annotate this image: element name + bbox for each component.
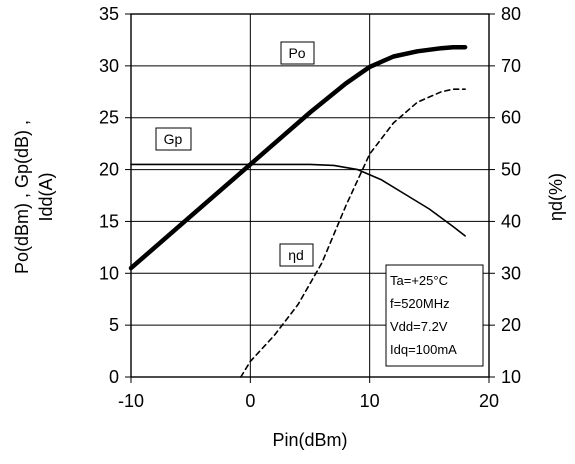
series-eta-line (240, 88, 466, 378)
conditions-box-frame (385, 264, 484, 367)
y-right-tick-label: 20 (501, 315, 521, 335)
x-tick-label: 20 (479, 391, 499, 411)
x-tick-label: 0 (245, 391, 255, 411)
y-left-tick-label: 15 (99, 211, 119, 231)
condition-frequency: f=520MHz (390, 296, 450, 311)
condition-vdd: Vdd=7.2V (390, 319, 448, 334)
y-right-tick-label: 40 (501, 211, 521, 231)
y-left-tick-label: 5 (109, 315, 119, 335)
left-axis-title-line2: Idd(A) (36, 172, 56, 221)
x-tick-label: -10 (118, 391, 144, 411)
y-left-tick-label: 30 (99, 56, 119, 76)
y-left-tick-label: 25 (99, 108, 119, 128)
po-label-text: Po (288, 45, 305, 61)
y-right-tick-label: 60 (501, 108, 521, 128)
gp-label-text: Gp (164, 131, 183, 147)
right-axis-title: ηd(%) (546, 173, 566, 221)
y-left-tick-label: 0 (109, 367, 119, 387)
y-left-tick-label: 35 (99, 4, 119, 24)
x-axis-title: Pin(dBm) (272, 430, 347, 450)
y-right-tick-label: 30 (501, 263, 521, 283)
conditions-box: Ta=+25°C f=520MHz Vdd=7.2V Idq=100mA (385, 264, 484, 367)
y-left-tick-label: 10 (99, 263, 119, 283)
po-label: Po (280, 41, 315, 65)
gp-label: Gp (155, 127, 192, 151)
left-axis-title-line1: Po(dBm) , Gp(dB) , (12, 120, 32, 274)
condition-temperature: Ta=+25°C (390, 273, 448, 288)
y-right-tick-label: 70 (501, 56, 521, 76)
y-right-tick-label: 80 (501, 4, 521, 24)
eta-label-box (279, 243, 314, 267)
gp-label-box (155, 127, 192, 151)
x-tick-label: 10 (360, 391, 380, 411)
plot-frame (130, 13, 490, 378)
y-right-tick-label: 50 (501, 160, 521, 180)
series-po-line (128, 44, 468, 271)
series (128, 44, 468, 378)
series-gp-line (130, 163, 466, 237)
y-left-tick-label: 20 (99, 160, 119, 180)
po-label-box (280, 41, 315, 65)
y-right-tick-label: 10 (501, 367, 521, 387)
eta-label-text: ηd (288, 247, 304, 263)
condition-idq: Idq=100mA (390, 342, 457, 357)
eta-label: ηd (279, 243, 314, 267)
